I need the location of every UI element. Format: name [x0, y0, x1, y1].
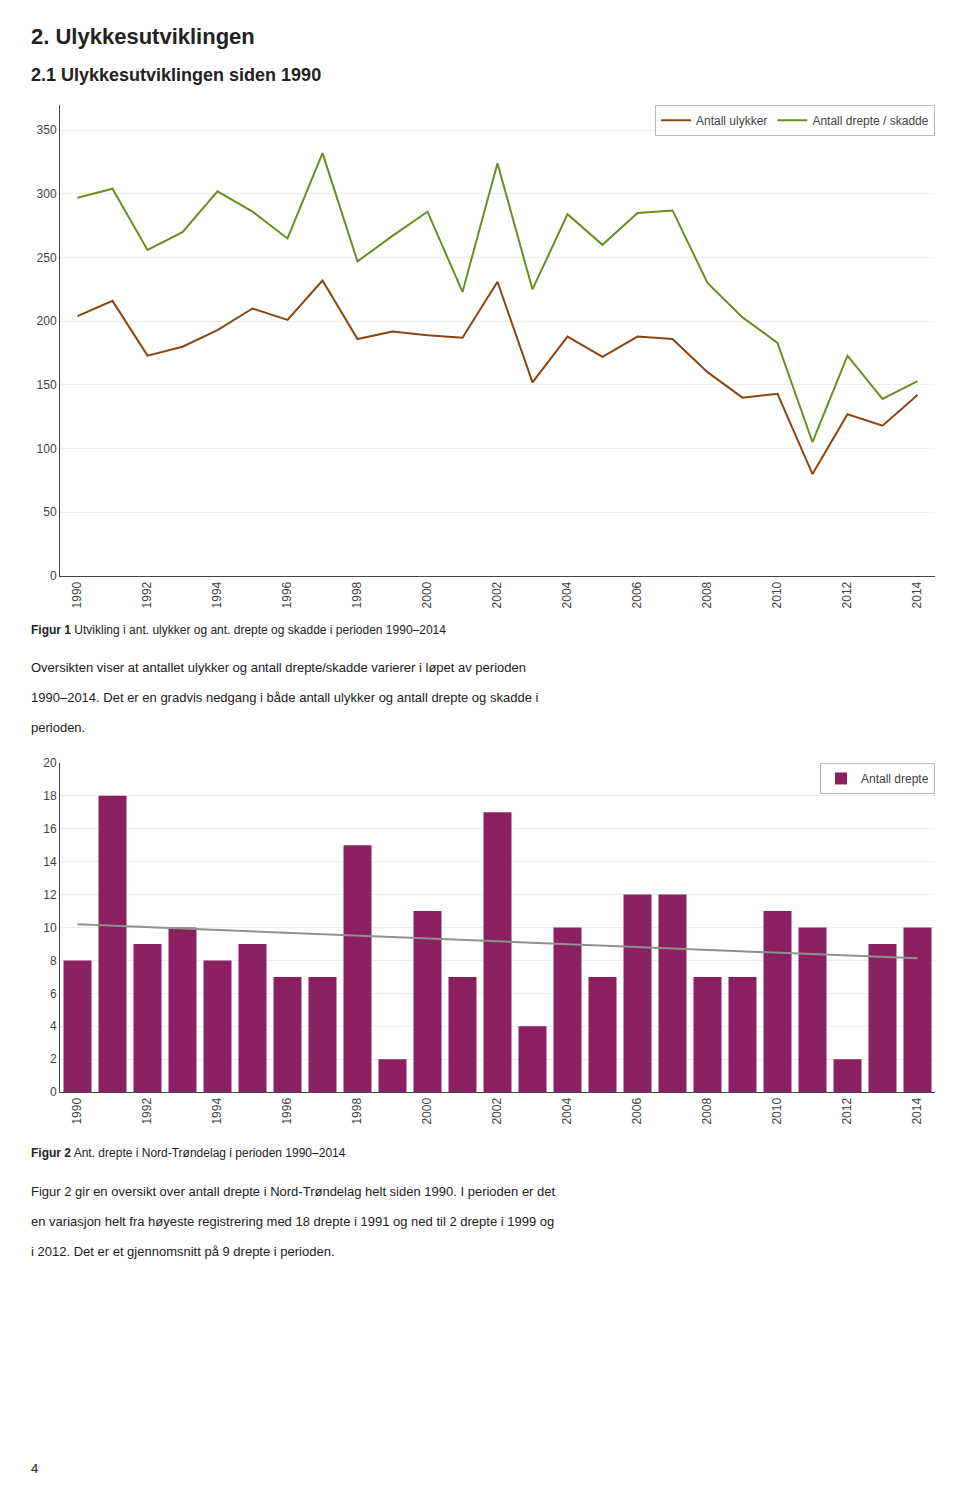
- svg-text:2008: 2008: [700, 581, 714, 608]
- svg-text:2010: 2010: [770, 1098, 784, 1125]
- svg-text:2010: 2010: [770, 581, 784, 608]
- svg-text:1998: 1998: [350, 581, 364, 608]
- svg-text:12: 12: [43, 888, 57, 902]
- svg-text:Figur 1 Utvikling i ant. ulykk: Figur 1 Utvikling i ant. ulykker og ant.…: [31, 623, 446, 637]
- svg-text:100: 100: [37, 442, 57, 456]
- svg-text:4: 4: [50, 1019, 57, 1033]
- svg-text:Antall drepte: Antall drepte: [861, 772, 929, 786]
- svg-text:perioden.: perioden.: [31, 720, 85, 735]
- svg-text:18: 18: [43, 789, 57, 803]
- svg-text:150: 150: [37, 378, 57, 392]
- svg-text:350: 350: [37, 123, 57, 137]
- svg-text:2014: 2014: [910, 581, 924, 608]
- svg-text:4: 4: [31, 1461, 38, 1476]
- svg-text:20: 20: [43, 756, 57, 770]
- svg-text:Figur 2 Ant. drepte i Nord-Trø: Figur 2 Ant. drepte i Nord-Trøndelag i p…: [31, 1146, 346, 1160]
- svg-text:1992: 1992: [140, 581, 154, 608]
- svg-text:50: 50: [43, 505, 57, 519]
- svg-text:8: 8: [50, 954, 57, 968]
- svg-text:1996: 1996: [280, 581, 294, 608]
- svg-text:Figur 2 gir en oversikt over a: Figur 2 gir en oversikt over antall drep…: [31, 1184, 556, 1199]
- svg-text:16: 16: [43, 822, 57, 836]
- svg-text:300: 300: [37, 187, 57, 201]
- svg-text:2014: 2014: [910, 1098, 924, 1125]
- svg-text:1994: 1994: [210, 1098, 224, 1125]
- svg-text:0: 0: [50, 1085, 57, 1099]
- svg-text:i 2012. Det er et gjennomsnitt: i 2012. Det er et gjennomsnitt på 9 drep…: [31, 1244, 335, 1259]
- svg-text:2012: 2012: [840, 581, 854, 608]
- svg-text:6: 6: [50, 987, 57, 1001]
- svg-text:2.1 Ulykkesutviklingen siden 1: 2.1 Ulykkesutviklingen siden 1990: [31, 65, 321, 85]
- svg-text:0: 0: [50, 569, 57, 583]
- svg-text:2006: 2006: [630, 581, 644, 608]
- svg-text:1996: 1996: [280, 1098, 294, 1125]
- svg-text:1990: 1990: [70, 1098, 84, 1125]
- svg-text:Oversikten viser at antallet u: Oversikten viser at antallet ulykker og …: [31, 660, 526, 675]
- svg-text:1990: 1990: [70, 581, 84, 608]
- svg-text:250: 250: [37, 251, 57, 265]
- svg-text:2012: 2012: [840, 1098, 854, 1125]
- svg-text:2: 2: [50, 1052, 57, 1066]
- svg-text:2000: 2000: [420, 581, 434, 608]
- svg-text:2006: 2006: [630, 1098, 644, 1125]
- svg-text:2004: 2004: [560, 581, 574, 608]
- svg-text:2. Ulykkesutviklingen: 2. Ulykkesutviklingen: [31, 24, 255, 49]
- svg-text:1994: 1994: [210, 581, 224, 608]
- svg-text:en variasjon helt fra høyeste: en variasjon helt fra høyeste registreri…: [31, 1214, 554, 1229]
- svg-text:1992: 1992: [140, 1098, 154, 1125]
- svg-text:1998: 1998: [350, 1098, 364, 1125]
- svg-text:14: 14: [43, 855, 57, 869]
- svg-text:10: 10: [43, 921, 57, 935]
- svg-text:Antall drepte / skadde: Antall drepte / skadde: [812, 114, 928, 128]
- svg-text:2004: 2004: [560, 1098, 574, 1125]
- svg-text:200: 200: [37, 314, 57, 328]
- svg-text:2008: 2008: [700, 1098, 714, 1125]
- svg-text:2000: 2000: [420, 1098, 434, 1125]
- svg-text:2002: 2002: [490, 581, 504, 608]
- svg-text:1990–2014. Det er en gradvis n: 1990–2014. Det er en gradvis nedgang i b…: [31, 690, 538, 705]
- svg-text:2002: 2002: [490, 1098, 504, 1125]
- svg-text:Antall ulykker: Antall ulykker: [696, 114, 767, 128]
